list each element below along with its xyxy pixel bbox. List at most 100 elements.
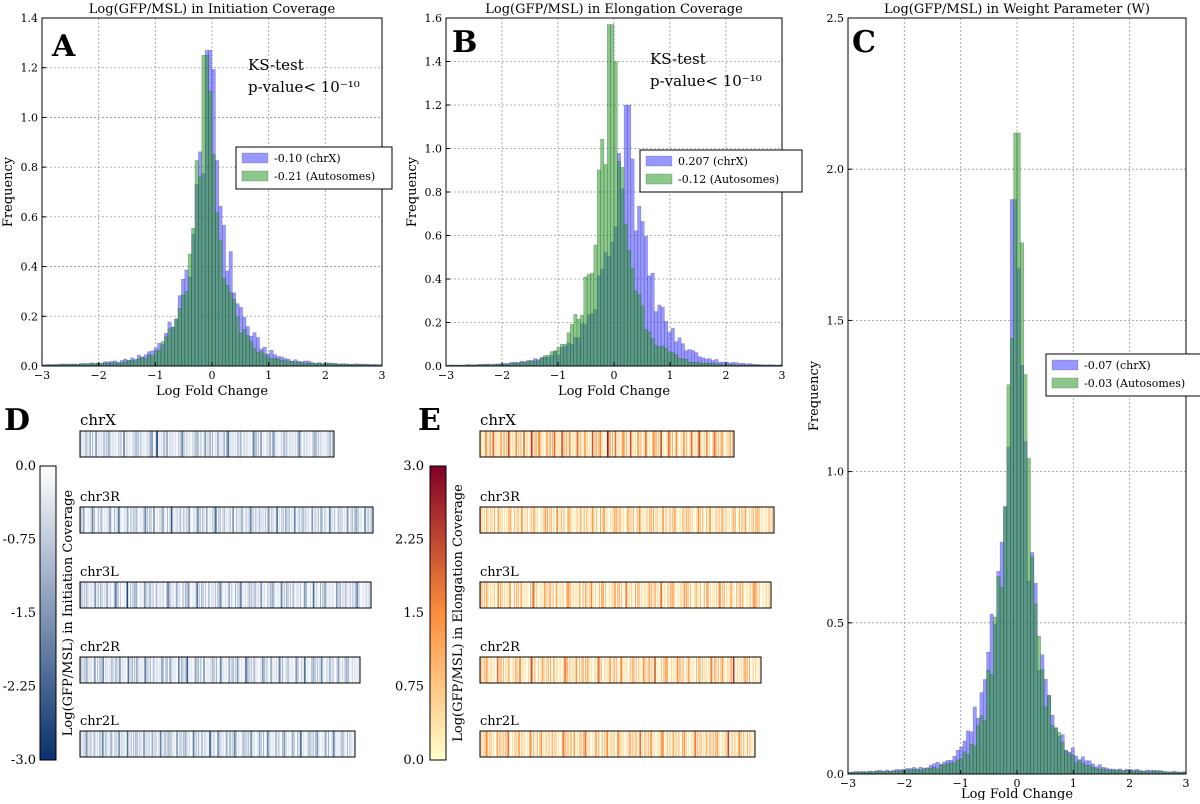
track-stripe [645, 731, 646, 757]
track-stripe [294, 731, 295, 757]
track-stripe [115, 431, 116, 457]
track-stripe [140, 657, 141, 683]
track-stripe-strong [115, 582, 117, 608]
track-stripe-strong [564, 657, 566, 683]
track-stripe [712, 507, 713, 533]
track-stripe [609, 582, 610, 608]
track-stripe [688, 582, 689, 608]
histogram-bar [212, 155, 215, 366]
track-stripe [304, 431, 305, 457]
track-stripe [749, 582, 750, 608]
track-stripe-strong [232, 507, 234, 533]
track-stripe [626, 657, 627, 683]
track-stripe [572, 431, 573, 457]
histogram-bar [1064, 751, 1067, 774]
track-stripe [288, 507, 289, 533]
track-stripe [247, 657, 248, 683]
x-tick-label: 3 [379, 369, 386, 382]
track-stripe [503, 657, 504, 683]
track-stripe-strong [136, 657, 138, 683]
track-stripe [543, 431, 544, 457]
track-stripe [697, 731, 698, 757]
track-stripe [116, 731, 117, 757]
track-stripe [713, 731, 714, 757]
panel-letter: B [452, 25, 477, 60]
track-stripe [351, 731, 352, 757]
track-stripe [203, 507, 204, 533]
track-stripe [344, 657, 345, 683]
track-stripe [769, 582, 770, 608]
histogram-bar [219, 240, 222, 366]
histogram-bar [621, 167, 624, 366]
track-stripe-strong [86, 731, 88, 757]
track-stripe [213, 582, 214, 608]
track-stripe [604, 731, 605, 757]
histogram-bar [300, 363, 303, 366]
track-stripe [656, 431, 657, 457]
track-stripe [491, 657, 492, 683]
track-stripe [567, 507, 568, 533]
track-stripe [604, 657, 605, 683]
track-stripe [371, 507, 372, 533]
track-stripe [223, 657, 224, 683]
track-stripe-strong [698, 431, 700, 457]
chart-title: Log(GFP/MSL) in Initiation Coverage [89, 2, 336, 17]
track-stripe [191, 657, 192, 683]
track-stripe [534, 507, 535, 533]
track-stripe [724, 657, 725, 683]
track-stripe [680, 582, 681, 608]
y-tick-label: 1.4 [21, 12, 39, 25]
track-stripe [310, 582, 311, 608]
track-stripe [290, 582, 291, 608]
track-stripe [301, 657, 302, 683]
track-stripe-strong [356, 582, 358, 608]
track-stripe [535, 431, 536, 457]
track-stripe [653, 507, 654, 533]
histogram-bar [1020, 243, 1023, 774]
track-stripe-strong [598, 657, 600, 683]
track-stripe [752, 582, 753, 608]
histogram-bar [980, 716, 983, 774]
track-stripe [201, 582, 202, 608]
track-stripe [204, 731, 205, 757]
track-stripe [332, 731, 333, 757]
track-stripe [570, 507, 571, 533]
histogram-bar [939, 765, 942, 774]
track-stripe [755, 507, 756, 533]
track-stripe [700, 431, 701, 457]
colorbar [40, 466, 56, 760]
track-stripe [550, 582, 551, 608]
track-stripe [256, 507, 257, 533]
track-stripe [727, 431, 728, 457]
histogram-bar [1081, 763, 1084, 774]
track-stripe [514, 731, 515, 757]
track-stripe [316, 431, 317, 457]
track-stripe [189, 731, 190, 757]
track-stripe [114, 507, 115, 533]
track-stripe [570, 582, 571, 608]
track-stripe [199, 582, 200, 608]
track-stripe [765, 582, 766, 608]
track-stripe-strong [486, 507, 488, 533]
track-stripe [750, 582, 751, 608]
track-stripe [508, 507, 509, 533]
histogram-bar [161, 342, 164, 366]
track-stripe [581, 657, 582, 683]
track-stripe [613, 657, 614, 683]
track-stripe [224, 431, 225, 457]
track-stripe [739, 657, 740, 683]
track-stripe [614, 507, 615, 533]
track-stripe [355, 657, 356, 683]
histogram-bar [960, 759, 963, 774]
track-stripe [167, 507, 168, 533]
x-tick-label: −2 [494, 369, 510, 382]
x-axis-label: Log Fold Change [156, 384, 268, 399]
track-stripe [588, 507, 589, 533]
track-stripe [232, 431, 233, 457]
track-stripe-strong [493, 431, 495, 457]
track-stripe-strong [95, 431, 97, 457]
histogram-bar [158, 350, 161, 366]
track-stripe [700, 731, 701, 757]
track-stripe-strong [637, 582, 639, 608]
track-stripe [639, 657, 640, 683]
